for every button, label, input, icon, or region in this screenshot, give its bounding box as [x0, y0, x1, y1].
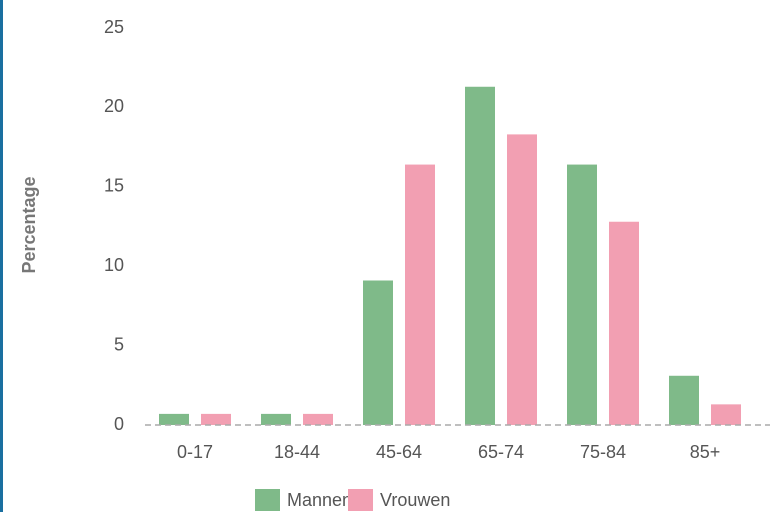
- legend-swatch: [255, 489, 280, 511]
- bar: [609, 221, 639, 425]
- x-tick-label: 45-64: [376, 442, 422, 462]
- y-tick-label: 0: [114, 414, 124, 434]
- bar: [363, 280, 393, 425]
- y-tick-label: 15: [104, 176, 124, 196]
- y-tick-label: 20: [104, 96, 124, 116]
- bar: [507, 134, 537, 425]
- x-tick-label: 0-17: [177, 442, 213, 462]
- bar: [465, 86, 495, 426]
- side-strip: [0, 0, 3, 512]
- bar: [261, 413, 291, 425]
- y-tick-label: 10: [104, 255, 124, 275]
- bar: [669, 375, 699, 425]
- bar: [405, 164, 435, 425]
- y-tick-label: 5: [114, 334, 124, 354]
- bar: [201, 413, 231, 425]
- bar: [159, 413, 189, 425]
- x-tick-label: 75-84: [580, 442, 626, 462]
- bar: [303, 413, 333, 425]
- y-axis-label: Percentage: [19, 176, 39, 273]
- bar: [711, 404, 741, 425]
- bar: [567, 164, 597, 425]
- legend-label: Mannen: [287, 490, 352, 510]
- x-tick-label: 65-74: [478, 442, 524, 462]
- y-tick-label: 25: [104, 17, 124, 37]
- legend-swatch: [348, 489, 373, 511]
- legend-label: Vrouwen: [380, 490, 450, 510]
- x-tick-label: 18-44: [274, 442, 320, 462]
- x-tick-label: 85+: [690, 442, 721, 462]
